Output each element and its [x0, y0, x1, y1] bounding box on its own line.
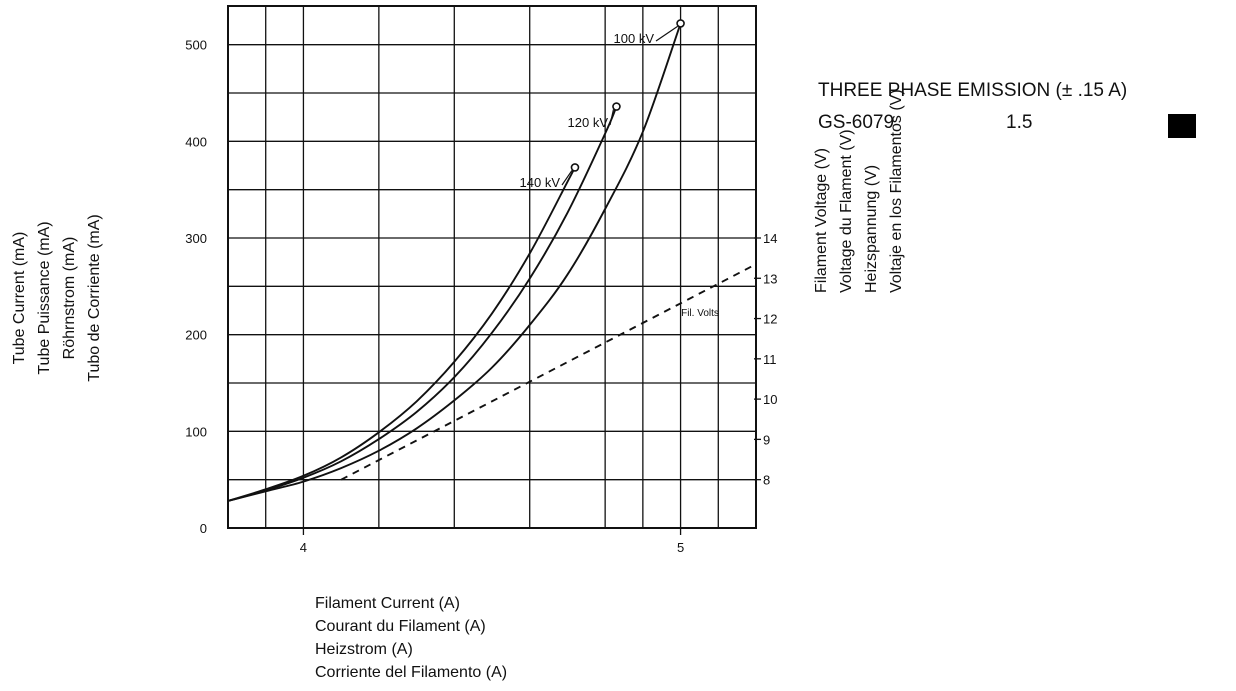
- y2-tick-label: 12: [763, 312, 777, 327]
- grid: [228, 6, 757, 528]
- y-axis-label: Tube Current (mA) Tube Puissance (mA) Röhr…: [11, 214, 103, 381]
- x-tick-label: 5: [677, 540, 684, 555]
- y2-axis-label-line: Heizspannung (V): [863, 165, 880, 293]
- series-line-140-kv: [227, 166, 576, 502]
- y2-axis-label-line: Voltage du Flament (V): [838, 129, 855, 293]
- series-label-leader: [561, 170, 573, 186]
- y-axis-label-line: Tubo de Corriente (mA): [86, 214, 103, 381]
- y-tick-label: 500: [185, 38, 207, 53]
- y2-axis-label-line: Voltaje en los Filamentos (V): [888, 89, 905, 293]
- x-tick-label: 4: [300, 540, 307, 555]
- plot-area-frame: [227, 5, 757, 529]
- series-line-100-kv: [227, 23, 682, 502]
- y2-tick-label: 13: [763, 271, 777, 286]
- emission-swatch: [1168, 114, 1196, 138]
- y2-tick-label: 10: [763, 392, 777, 407]
- series-line-120-kv: [227, 106, 618, 502]
- y2-axis-label-line: Filament Voltage (V): [813, 148, 830, 293]
- x-axis-label-line: Courant du Filament (A): [315, 618, 486, 635]
- x-axis-label-line: Heizstrom (A): [315, 641, 413, 658]
- series-line-fil-volts: [340, 263, 757, 481]
- emission-panel: THREE PHASE EMISSION (± .15 A) GS-6079 1…: [818, 80, 1228, 146]
- x-axis-label: Filament Current (A) Courant du Filament …: [315, 595, 507, 681]
- y2-axis-label: Filament Voltage (V) Voltage du Flament (…: [813, 89, 905, 293]
- emission-value: 1.5: [1006, 112, 1033, 133]
- emission-title: THREE PHASE EMISSION (± .15 A): [818, 80, 1128, 101]
- y2-tick-label: 8: [763, 473, 770, 488]
- y-tick-label: 0: [200, 521, 207, 536]
- y-tick-label: 200: [185, 328, 207, 343]
- series-label-leader: [655, 25, 678, 42]
- series-label: Fil. Volts: [681, 308, 719, 319]
- y-axis-ticks: 0 100 200 300 400 500: [185, 38, 207, 536]
- emission-model: GS-6079: [818, 112, 895, 133]
- x-axis-label-line: Corriente del Filamento (A): [315, 664, 507, 681]
- y2-tick-label: 14: [763, 231, 777, 246]
- y2-tick-label: 9: [763, 432, 770, 447]
- y-tick-label: 400: [185, 134, 207, 149]
- series-label: 120 kV: [568, 115, 609, 130]
- y-axis-label-line: Tube Puissance (mA): [36, 221, 53, 374]
- series-end-marker: [570, 163, 580, 172]
- y2-axis-ticks: 8 9 10 11 12 13 14: [754, 231, 777, 488]
- series-end-marker: [676, 19, 685, 28]
- x-axis-label-line: Filament Current (A): [315, 595, 460, 612]
- emission-row: GS-6079 1.5: [818, 112, 1228, 146]
- series-layer: [227, 19, 757, 502]
- series-label: 100 kV: [614, 31, 655, 46]
- y-tick-label: 100: [185, 424, 207, 439]
- series-labels: 100 kV 120 kV 140 kV Fil. Volts: [520, 25, 719, 319]
- y-tick-label: 300: [185, 231, 207, 246]
- series-label-leader: [609, 109, 615, 126]
- y-axis-label-line: Tube Current (mA): [11, 232, 28, 365]
- series-label: 140 kV: [520, 175, 561, 190]
- y2-tick-label: 11: [763, 352, 777, 367]
- y-axis-label-line: Röhrnstrom (mA): [61, 237, 78, 360]
- series-end-marker: [612, 102, 621, 111]
